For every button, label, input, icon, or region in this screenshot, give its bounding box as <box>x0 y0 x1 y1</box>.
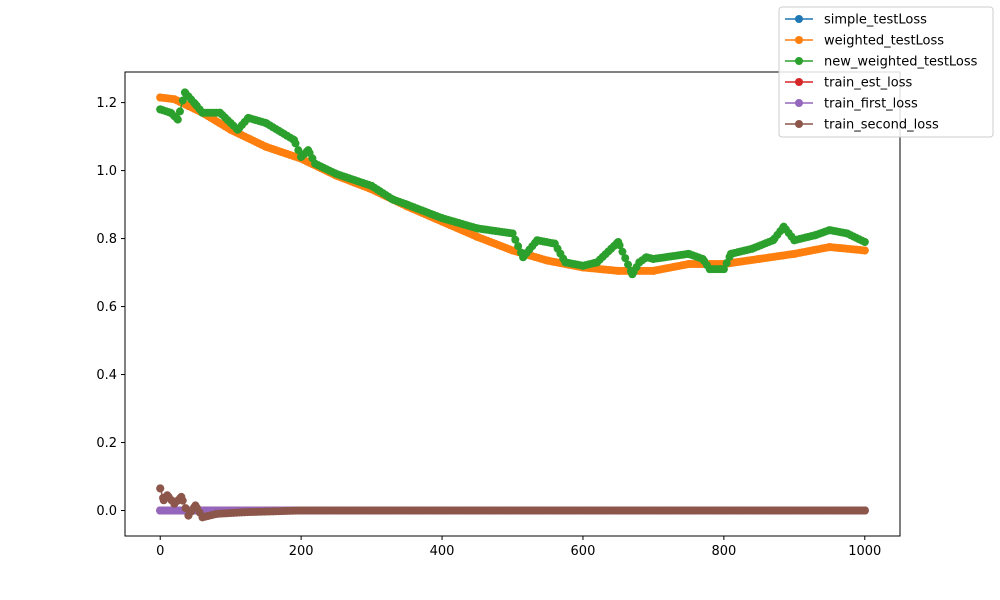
y-tick-label: 0.4 <box>96 368 117 383</box>
marker <box>719 265 728 274</box>
x-tick-label: 1000 <box>848 544 881 559</box>
y-tick-label: 0.6 <box>96 300 117 315</box>
marker <box>511 235 520 244</box>
legend-swatch-marker <box>795 36 803 44</box>
marker <box>624 260 633 269</box>
marker <box>291 139 300 148</box>
x-tick-label: 200 <box>289 544 314 559</box>
marker <box>173 114 182 123</box>
legend-swatch-marker <box>795 57 803 65</box>
legend-item-simple-testloss: simple_testLoss <box>785 13 927 28</box>
marker <box>508 229 517 238</box>
x-tick-label: 400 <box>430 544 455 559</box>
y-tick-label: 0.2 <box>96 436 117 451</box>
marker <box>615 241 624 250</box>
y-tick-label: 1.0 <box>96 164 117 179</box>
x-axis: 0 200 400 600 800 1000 <box>156 536 881 559</box>
legend-item-train-est-loss: train_est_loss <box>785 76 912 91</box>
marker <box>178 96 187 105</box>
y-axis: 0.0 0.2 0.4 0.6 0.8 1.0 1.2 <box>96 96 125 519</box>
series-new-weighted-testloss <box>156 88 869 279</box>
marker <box>618 247 627 256</box>
y-tick-label: 0.8 <box>96 232 117 247</box>
legend-label: weighted_testLoss <box>824 34 944 49</box>
marker <box>175 107 184 116</box>
series-train-second-loss <box>156 484 869 522</box>
marker <box>860 246 869 255</box>
legend: simple_testLoss weighted_testLoss new_weig… <box>778 6 994 138</box>
marker <box>514 242 523 251</box>
legend-label: train_first_loss <box>824 97 918 112</box>
x-tick-label: 0 <box>156 544 164 559</box>
legend-item-train-first-loss: train_first_loss <box>785 97 918 112</box>
legend-label: simple_testLoss <box>824 13 927 28</box>
legend-item-new-weighted-testloss: new_weighted_testLoss <box>785 55 978 70</box>
y-tick-label: 1.2 <box>96 96 117 111</box>
marker <box>722 259 731 268</box>
series-layer <box>156 88 869 522</box>
x-tick-label: 800 <box>711 544 736 559</box>
legend-swatch-marker <box>795 99 803 107</box>
marker <box>156 484 165 493</box>
marker <box>860 506 869 515</box>
legend-label: train_est_loss <box>824 76 912 91</box>
x-tick-label: 600 <box>571 544 596 559</box>
marker <box>860 237 869 246</box>
marker <box>294 146 303 155</box>
marker <box>178 496 187 505</box>
plot-area-frame <box>124 71 901 537</box>
legend-box <box>778 6 994 138</box>
legend-swatch-marker <box>795 120 803 128</box>
y-tick-label: 0.0 <box>96 504 117 519</box>
legend-item-weighted-testloss: weighted_testLoss <box>785 34 944 49</box>
legend-swatch-marker <box>795 78 803 86</box>
legend-label: train_second_loss <box>824 118 939 133</box>
legend-label: new_weighted_testLoss <box>824 55 978 70</box>
marker <box>621 254 630 263</box>
legend-item-train-second-loss: train_second_loss <box>785 118 939 133</box>
legend-swatch-marker <box>795 15 803 23</box>
